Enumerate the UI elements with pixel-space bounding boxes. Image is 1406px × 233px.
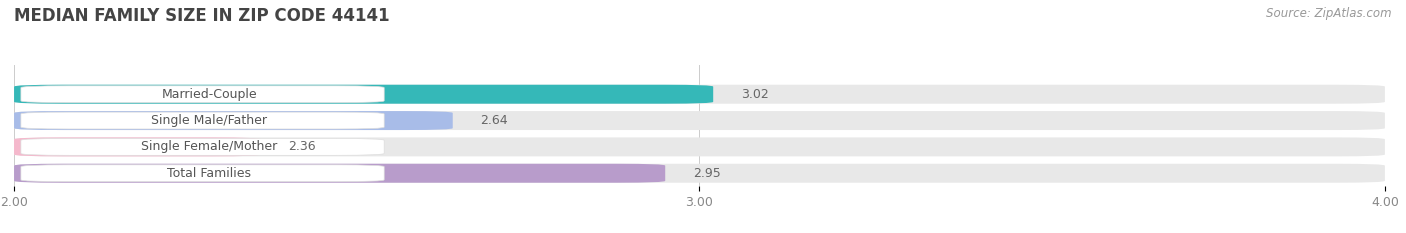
FancyBboxPatch shape xyxy=(14,164,1385,183)
Text: MEDIAN FAMILY SIZE IN ZIP CODE 44141: MEDIAN FAMILY SIZE IN ZIP CODE 44141 xyxy=(14,7,389,25)
Text: 2.36: 2.36 xyxy=(288,140,316,153)
FancyBboxPatch shape xyxy=(14,137,1385,156)
FancyBboxPatch shape xyxy=(14,164,665,183)
Text: Source: ZipAtlas.com: Source: ZipAtlas.com xyxy=(1267,7,1392,20)
FancyBboxPatch shape xyxy=(14,111,453,130)
Text: 2.64: 2.64 xyxy=(481,114,508,127)
FancyBboxPatch shape xyxy=(14,85,713,104)
FancyBboxPatch shape xyxy=(14,137,260,156)
FancyBboxPatch shape xyxy=(14,85,1385,104)
Text: Single Male/Father: Single Male/Father xyxy=(152,114,267,127)
Text: 2.95: 2.95 xyxy=(693,167,720,180)
Text: Single Female/Mother: Single Female/Mother xyxy=(141,140,277,153)
FancyBboxPatch shape xyxy=(21,138,384,155)
FancyBboxPatch shape xyxy=(21,86,384,103)
FancyBboxPatch shape xyxy=(21,165,384,182)
FancyBboxPatch shape xyxy=(21,112,384,129)
Text: Total Families: Total Families xyxy=(167,167,252,180)
Text: Married-Couple: Married-Couple xyxy=(162,88,257,101)
FancyBboxPatch shape xyxy=(14,111,1385,130)
Text: 3.02: 3.02 xyxy=(741,88,768,101)
